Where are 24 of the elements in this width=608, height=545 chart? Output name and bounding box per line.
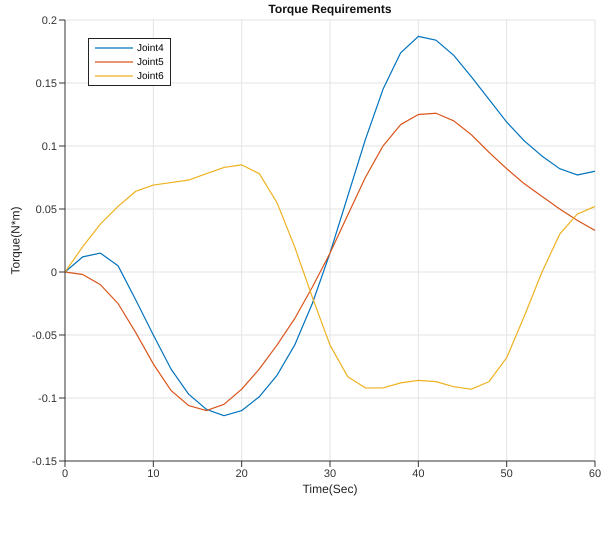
y-tick-label: -0.05 bbox=[32, 330, 57, 342]
x-tick-label: 0 bbox=[62, 468, 68, 480]
line-series bbox=[65, 164, 595, 390]
x-tick-label: 30 bbox=[324, 468, 336, 480]
y-tick-label: 0.15 bbox=[36, 78, 57, 90]
y-tick-label: 0.2 bbox=[42, 14, 57, 27]
chart-title: Torque Requirements bbox=[267, 2, 393, 16]
y-tick-label: 0.1 bbox=[42, 140, 57, 153]
y-tick-label: -0.15 bbox=[32, 456, 57, 468]
legend-label: Joint5 bbox=[137, 56, 164, 68]
x-axis-title: Time(Sec) bbox=[302, 482, 358, 496]
y-axis-title: Torque(N*m) bbox=[8, 206, 22, 275]
y-tick-label: 0.05 bbox=[36, 204, 57, 216]
x-tick-label: 10 bbox=[147, 468, 160, 480]
x-tick-label: 20 bbox=[236, 468, 248, 480]
y-tick-label: -0.1 bbox=[38, 392, 57, 405]
x-tick-label: 60 bbox=[588, 468, 602, 480]
legend-label: Joint4 bbox=[137, 42, 164, 54]
line-series bbox=[65, 112, 595, 412]
y-tick-label: 0 bbox=[50, 266, 57, 279]
line-series bbox=[65, 36, 595, 416]
x-tick-label: 40 bbox=[412, 468, 424, 480]
legend-label: Joint6 bbox=[137, 70, 164, 82]
x-tick-label: 50 bbox=[500, 468, 513, 480]
